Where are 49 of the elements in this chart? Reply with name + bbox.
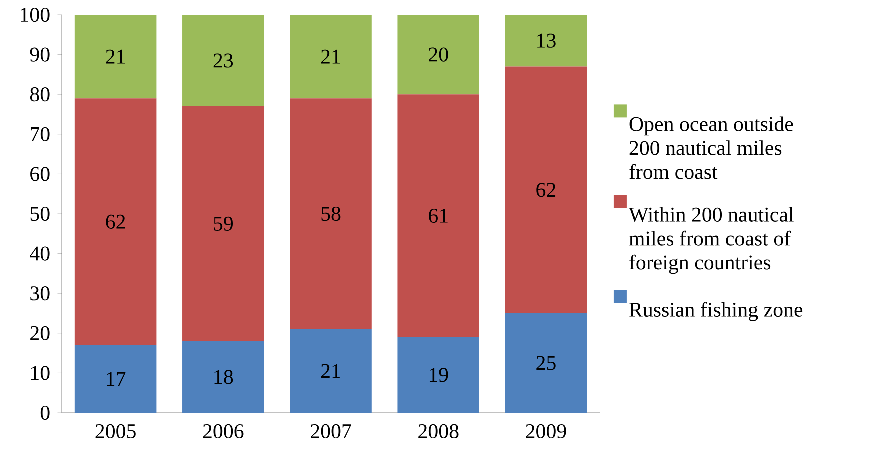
y-tick-label: 0: [40, 406, 50, 420]
y-tick-label: 90: [30, 48, 50, 62]
bar: [505, 66, 588, 314]
data-label: 21: [321, 364, 340, 378]
data-label: 13: [538, 34, 556, 48]
x-tick-label: 2009: [526, 424, 566, 439]
data-label: 62: [106, 214, 126, 229]
data-label: 19: [430, 368, 448, 382]
data-label: 17: [107, 372, 126, 386]
bar: [290, 329, 372, 413]
data-label: 18: [214, 370, 234, 384]
legend-label: Open ocean outside 200 nautical miles from coast: [630, 116, 794, 180]
y-tick-label: 20: [30, 326, 50, 340]
bar: [182, 14, 264, 107]
bar: [74, 98, 157, 346]
data-label: 21: [106, 50, 126, 64]
y-tick-label: 60: [30, 167, 50, 182]
bar: [505, 14, 588, 67]
y-tick-label: 100: [21, 8, 50, 22]
data-label: 21: [321, 50, 340, 64]
bar: [398, 14, 480, 95]
bar: [505, 314, 588, 413]
bar: [74, 345, 157, 413]
data-label: 23: [214, 54, 234, 68]
x-tick-label: 2008: [418, 424, 459, 439]
bar: [398, 94, 480, 338]
x-tick-label: 2007: [311, 424, 352, 439]
x-tick-label: 2005: [96, 424, 136, 439]
data-label: 61: [429, 208, 448, 224]
y-tick-label: 50: [30, 206, 50, 222]
data-label: 25: [536, 356, 556, 370]
y-tick-label: 40: [30, 246, 50, 261]
legend-label: Russian fishing zone: [630, 302, 803, 322]
bar: [290, 14, 372, 99]
bar: [398, 337, 480, 413]
bar: [182, 341, 264, 413]
bar: [290, 98, 372, 330]
y-tick-label: 10: [32, 366, 50, 380]
data-label: 20: [429, 48, 448, 62]
data-label: 62: [536, 183, 556, 198]
y-tick-label: 30: [30, 286, 50, 301]
bar: [74, 14, 157, 99]
x-tick-label: 2006: [203, 424, 244, 439]
bar: [182, 106, 264, 342]
y-tick-label: 70: [31, 127, 50, 142]
data-label: 58: [322, 206, 341, 222]
data-label: 59: [214, 216, 234, 231]
legend-label: Within 200 nautical miles from coast of foreign countries: [628, 207, 794, 274]
y-tick-label: 80: [30, 88, 50, 102]
